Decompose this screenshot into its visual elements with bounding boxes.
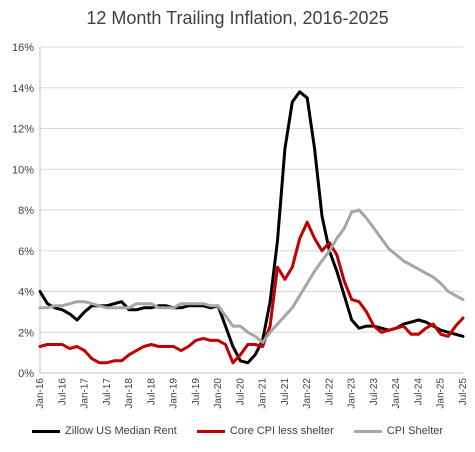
x-tick-label: Jan-17 bbox=[80, 378, 91, 409]
x-tick-label: Jan-22 bbox=[302, 378, 313, 409]
x-tick-label: Jan-24 bbox=[391, 378, 402, 409]
x-tick-label: Jan-25 bbox=[436, 378, 447, 409]
legend-swatch-cpi-shelter bbox=[353, 429, 382, 433]
series-line-0 bbox=[38, 90, 465, 365]
x-tick-label: Jul-19 bbox=[191, 378, 202, 406]
legend-label-zillow-rent: Zillow US Median Rent bbox=[64, 425, 177, 437]
x-tick-label: Jan-16 bbox=[35, 378, 46, 409]
legend-item-cpi-shelter: CPI Shelter bbox=[353, 425, 444, 437]
y-tick-label: 0% bbox=[18, 368, 34, 380]
legend-swatch-zillow-rent bbox=[31, 429, 60, 433]
x-tick-label: Jul-24 bbox=[413, 378, 424, 406]
y-tick-label: 12% bbox=[12, 124, 34, 136]
legend-label-core-cpi: Core CPI less shelter bbox=[229, 425, 334, 437]
x-tick-label: Jan-23 bbox=[347, 378, 358, 409]
series-line-1 bbox=[38, 220, 465, 365]
x-tick-label: Jan-19 bbox=[169, 378, 180, 409]
series-line-2 bbox=[38, 208, 465, 344]
x-tick-label: Jan-20 bbox=[213, 378, 224, 409]
legend: Zillow US Median Rent Core CPI less shel… bbox=[0, 425, 475, 437]
x-tick-label: Jul-21 bbox=[280, 378, 291, 406]
y-tick-label: 16% bbox=[12, 42, 34, 54]
y-tick-label: 10% bbox=[12, 164, 34, 176]
legend-item-core-cpi: Core CPI less shelter bbox=[196, 425, 334, 437]
x-tick-label: Jul-25 bbox=[458, 378, 469, 406]
x-tick-label: Jul-23 bbox=[369, 378, 380, 406]
legend-label-cpi-shelter: CPI Shelter bbox=[386, 425, 444, 437]
legend-item-zillow-rent: Zillow US Median Rent bbox=[31, 425, 177, 437]
x-tick-label: Jul-22 bbox=[324, 378, 335, 406]
y-tick-label: 8% bbox=[18, 205, 34, 217]
x-tick-label: Jul-18 bbox=[146, 378, 157, 406]
x-tick-label: Jan-18 bbox=[124, 378, 135, 409]
y-tick-label: 4% bbox=[18, 287, 34, 299]
y-tick-label: 14% bbox=[12, 83, 34, 95]
x-tick-label: Jul-16 bbox=[57, 378, 68, 406]
x-tick-label: Jul-20 bbox=[235, 378, 246, 406]
y-tick-label: 2% bbox=[18, 327, 34, 339]
chart-title: 12 Month Trailing Inflation, 2016-2025 bbox=[86, 8, 389, 28]
x-tick-label: Jan-21 bbox=[258, 378, 269, 409]
line-chart: 0% 2% 4% 6% 8% 10% 12% 14% 16% Jan-16 Jul-16 Jan-17… bbox=[12, 42, 469, 409]
y-tick-label: 6% bbox=[18, 246, 34, 258]
x-tick-label: Jul-17 bbox=[102, 378, 113, 406]
legend-swatch-core-cpi bbox=[196, 429, 225, 433]
